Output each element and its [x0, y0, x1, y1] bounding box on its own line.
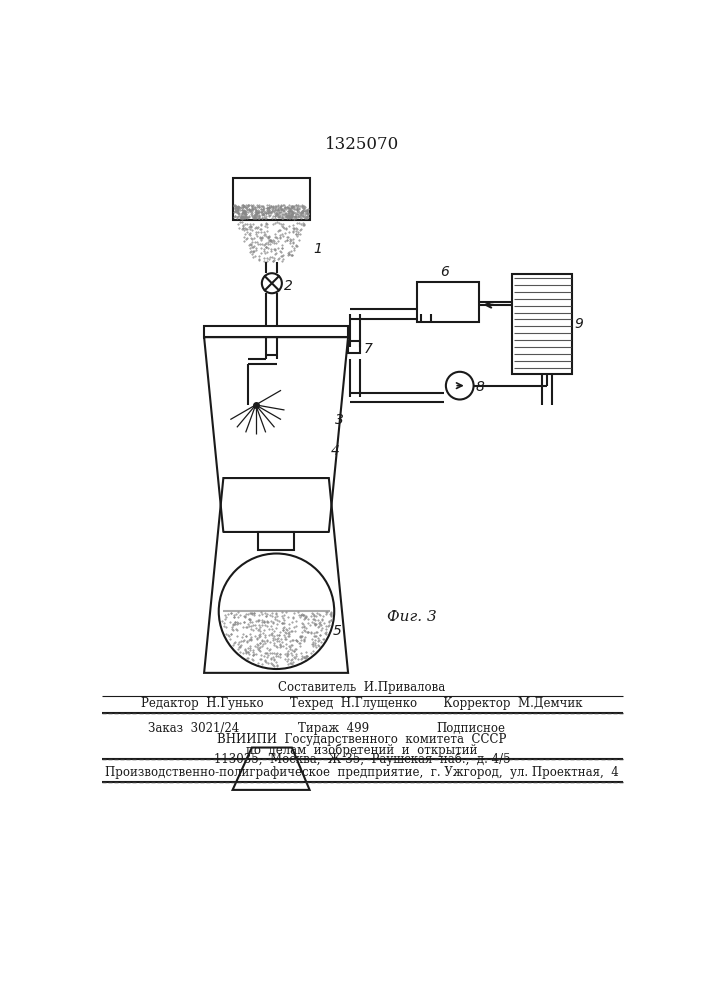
Bar [512, 274, 572, 374]
Text: 3: 3 [335, 413, 344, 427]
Text: Подписное: Подписное [437, 722, 506, 735]
Bar [348, 341, 361, 353]
Text: 8: 8 [475, 380, 484, 394]
Circle shape [446, 372, 474, 400]
Bar [258, 532, 294, 550]
Text: 113035,  Москва,  Ж-35,  Раушская  наб.,  д. 4/5: 113035, Москва, Ж-35, Раушская наб., д. … [214, 752, 510, 766]
Text: Тираж  499: Тираж 499 [298, 722, 369, 735]
Text: 6: 6 [440, 265, 449, 279]
Text: 7: 7 [363, 342, 373, 356]
Text: 9: 9 [575, 317, 583, 331]
Circle shape [262, 273, 282, 293]
Text: Редактор  Н.Гунько       Техред  Н.Глущенко       Корректор  М.Демчик: Редактор Н.Гунько Техред Н.Глущенко Корр… [141, 697, 583, 710]
Text: ВНИИПИ  Государственного  комитета  СССР: ВНИИПИ Государственного комитета СССР [217, 733, 507, 746]
Text: Фиг. 3: Фиг. 3 [387, 610, 436, 624]
Text: Производственно-полиграфическое  предприятие,  г. Ужгород,  ул. Проектная,  4: Производственно-полиграфическое предприя… [105, 766, 619, 779]
Polygon shape [204, 478, 348, 673]
Text: 4: 4 [330, 444, 339, 458]
Text: 2: 2 [284, 279, 293, 293]
Text: 1: 1 [313, 242, 322, 256]
Text: по  делам  изобретений  и  открытий: по делам изобретений и открытий [246, 743, 478, 757]
Text: Заказ  3021/24: Заказ 3021/24 [148, 722, 239, 735]
Bar [417, 282, 479, 322]
Polygon shape [233, 748, 310, 790]
Text: 1325070: 1325070 [325, 136, 399, 153]
Text: Составитель  И.Привалова: Составитель И.Привалова [279, 681, 445, 694]
Bar [233, 178, 310, 220]
Text: 5: 5 [333, 624, 341, 638]
Circle shape [218, 554, 334, 669]
Bar [204, 326, 348, 337]
